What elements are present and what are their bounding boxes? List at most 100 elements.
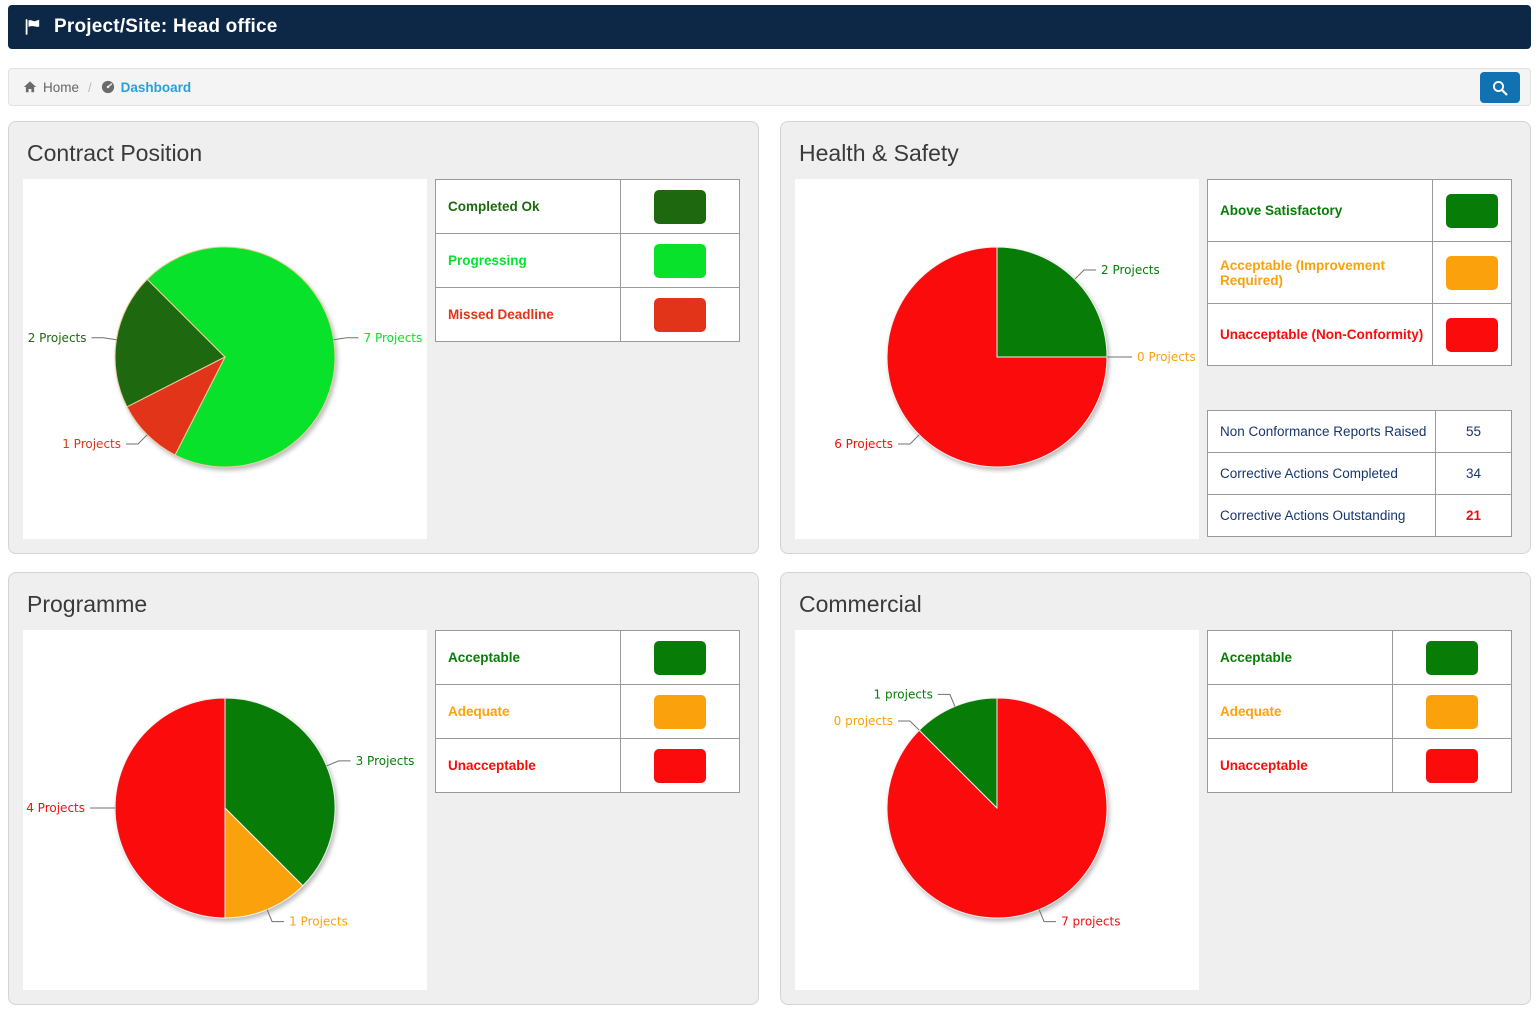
legend-row: Above Satisfactory [1207,179,1513,242]
legend-swatch-cell [620,684,740,739]
contract-position-pie-chart: 2 Projects 7 Projects 1 Projects [23,179,427,539]
commercial-legend-table: Acceptable Adequate Unacceptable [1206,630,1512,793]
legend-color-swatch [1426,640,1479,675]
legend-color-swatch [1426,694,1479,729]
panel-contract-position: Contract Position 2 Projects 7 Projects 1 … [8,121,759,554]
legend-row: Unacceptable [434,738,740,793]
pie-data-label: 2 Projects [28,331,87,345]
contract-position-legend-table: Completed Ok Progressing Missed Deadline [434,179,740,342]
stats-label: Non Conformance Reports Raised [1207,410,1436,453]
home-icon [23,81,37,93]
pie-slice [886,246,1108,468]
pie-data-label: 2 Projects [1101,263,1160,277]
breadcrumb: Home / Dashboard [8,68,1531,106]
legend-color-swatch [1445,255,1498,290]
panel-title: Commercial [799,591,922,617]
stats-label: Corrective Actions Outstanding [1207,494,1436,537]
breadcrumb-home-label: Home [43,79,80,95]
legend-swatch-cell [1392,738,1512,793]
page-title: Project/Site: Head office [54,16,278,37]
legend-row: Acceptable [1206,630,1512,685]
pie-data-label: 4 Projects [26,801,85,815]
legend-row: Missed Deadline [434,287,740,342]
legend-swatch-cell [620,630,740,685]
panel-title: Health & Safety [799,140,959,166]
legend-label: Missed Deadline [434,287,622,342]
pie-label-leader-line [898,434,920,445]
pie-data-label: 3 Projects [356,754,415,768]
pie-label-leader-line [126,434,148,445]
pie-slice [114,697,226,919]
stats-value: 34 [1435,452,1512,495]
health-safety-pie-chart: 2 Projects 0 Projects 6 Projects [795,179,1199,539]
pie-data-label: 7 Projects [364,331,423,345]
pie-label-leader-line [898,720,920,731]
breadcrumb-separator: / [88,79,92,95]
legend-label: Completed Ok [434,179,622,234]
legend-label: Acceptable (Improvement Required) [1207,241,1433,304]
stats-label: Corrective Actions Completed [1207,452,1436,495]
flag-icon [25,19,40,35]
stats-row: Non Conformance Reports Raised 55 [1207,410,1512,453]
legend-swatch-cell [1431,241,1513,304]
breadcrumb-current-label: Dashboard [120,79,192,95]
legend-row: Progressing [434,233,740,288]
panel-commercial: Commercial 7 projects 0 projects 1 project… [780,572,1531,1005]
legend-row: Adequate [434,684,740,739]
legend-color-swatch [654,297,707,332]
stats-value: 55 [1435,410,1512,453]
legend-label: Adequate [1206,684,1394,739]
health-safety-legend-table: Above Satisfactory Acceptable (Improvemen… [1207,179,1513,366]
legend-label: Acceptable [434,630,622,685]
legend-label: Adequate [434,684,622,739]
breadcrumb-home-link[interactable]: Home [23,80,79,95]
legend-color-swatch [1426,748,1479,783]
legend-swatch-cell [620,287,740,342]
pie-label-leader-line [266,909,285,923]
legend-label: Progressing [434,233,622,288]
health-safety-stats-table: Non Conformance Reports Raised 55 Correcti… [1207,410,1512,537]
legend-color-swatch [654,640,707,675]
panel-health-safety: Health & Safety 2 Projects 0 Projects 6 Pr… [780,121,1531,554]
legend-color-swatch [654,748,707,783]
pie-data-label: 0 Projects [1137,350,1196,364]
pie-label-leader-line [1038,909,1057,923]
legend-row: Acceptable (Improvement Required) [1207,241,1513,304]
legend-swatch-cell [620,179,740,234]
legend-label: Acceptable [1206,630,1394,685]
pie-data-label: 0 projects [834,714,893,728]
pie-data-label: 1 Projects [62,437,121,451]
programme-legend-table: Acceptable Adequate Unacceptable [434,630,740,793]
legend-swatch-cell [620,233,740,288]
programme-pie-chart: 3 Projects 1 Projects 4 Projects [23,630,427,990]
commercial-pie-chart: 7 projects 0 projects 1 projects [795,630,1199,990]
legend-label: Above Satisfactory [1207,179,1433,242]
legend-color-swatch [654,694,707,729]
pie-data-label: 6 Projects [834,437,893,451]
pie-slice [996,246,1108,358]
pie-data-label: 7 projects [1061,915,1120,929]
legend-swatch-cell [1392,684,1512,739]
legend-label: Unacceptable [1206,738,1394,793]
search-button[interactable] [1480,72,1520,103]
legend-color-swatch [654,189,707,224]
app-title-bar: Project/Site: Head office [8,5,1531,49]
pie-label-leader-line [1074,269,1096,280]
dashboard-grid: Contract Position 2 Projects 7 Projects 1 … [8,121,1531,1005]
legend-row: Unacceptable (Non-Conformity) [1207,303,1513,366]
pie-label-leader-line [326,760,351,767]
breadcrumb-dashboard-link[interactable]: Dashboard [101,79,192,95]
legend-swatch-cell [1431,179,1513,242]
legend-row: Unacceptable [1206,738,1512,793]
legend-color-swatch [1445,193,1498,228]
panel-title: Contract Position [27,140,203,166]
stats-row: Corrective Actions Outstanding 21 [1207,494,1512,537]
pie-label-leader-line [937,693,956,707]
legend-swatch-cell [620,738,740,793]
legend-row: Acceptable [434,630,740,685]
pie-label-leader-line [91,337,117,341]
legend-color-swatch [654,243,707,278]
tachometer-icon [101,80,114,94]
legend-row: Completed Ok [434,179,740,234]
legend-label: Unacceptable [434,738,622,793]
